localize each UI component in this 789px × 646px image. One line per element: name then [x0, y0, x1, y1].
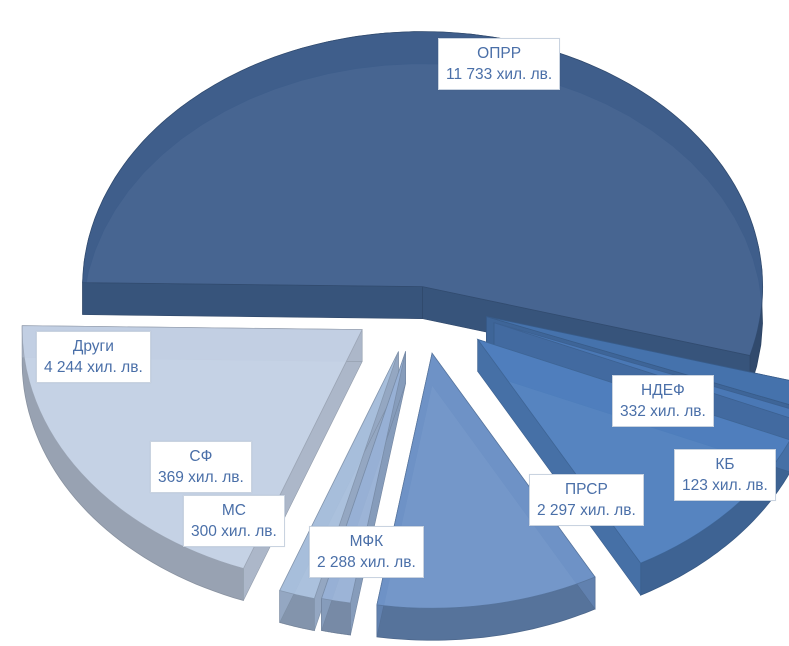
- label-opr-name: ОПРР: [477, 45, 522, 62]
- label-kb-name: КБ: [715, 456, 735, 473]
- label-prsr-value: 2 297 хил. лв.: [537, 502, 636, 519]
- label-drugi-value: 4 244 хил. лв.: [44, 359, 143, 376]
- label-prsr-name: ПРСР: [564, 481, 608, 498]
- pie-slice-top-4: [376, 352, 596, 609]
- label-sf-value: 369 хил. лв.: [158, 469, 244, 486]
- label-drugi-name: Други: [72, 338, 114, 355]
- label-ms-value: 300 хил. лв.: [191, 523, 277, 540]
- label-ndef-value: 332 хил. лв.: [620, 403, 706, 420]
- label-sf: СФ 369 хил. лв.: [150, 441, 252, 493]
- label-drugi: Други 4 244 хил. лв.: [36, 331, 151, 383]
- label-ndef-name: НДЕФ: [641, 382, 685, 399]
- label-ms: МС 300 хил. лв.: [183, 495, 285, 547]
- label-kb: КБ 123 хил. лв.: [674, 449, 776, 501]
- label-mfk: МФК 2 288 хил. лв.: [309, 526, 424, 578]
- label-ndef: НДЕФ 332 хил. лв.: [612, 375, 714, 427]
- pie-slice-face-0-0: [82, 282, 423, 319]
- label-mfk-value: 2 288 хил. лв.: [317, 554, 416, 571]
- label-kb-value: 123 хил. лв.: [682, 477, 768, 494]
- pie-slice-top-0: [82, 31, 763, 356]
- pie-slice-top-3: [476, 338, 789, 564]
- label-opr-value: 11 733 хил. лв.: [446, 66, 553, 83]
- label-ms-name: МС: [221, 502, 246, 519]
- pie-slice-4: [376, 352, 596, 641]
- label-opr: ОПРР 11 733 хил. лв.: [438, 38, 561, 90]
- pie-slice-top-2: [493, 322, 789, 419]
- label-sf-name: СФ: [189, 448, 213, 465]
- label-mfk-name: МФК: [349, 533, 384, 550]
- label-prsr: ПРСР 2 297 хил. лв.: [529, 474, 644, 526]
